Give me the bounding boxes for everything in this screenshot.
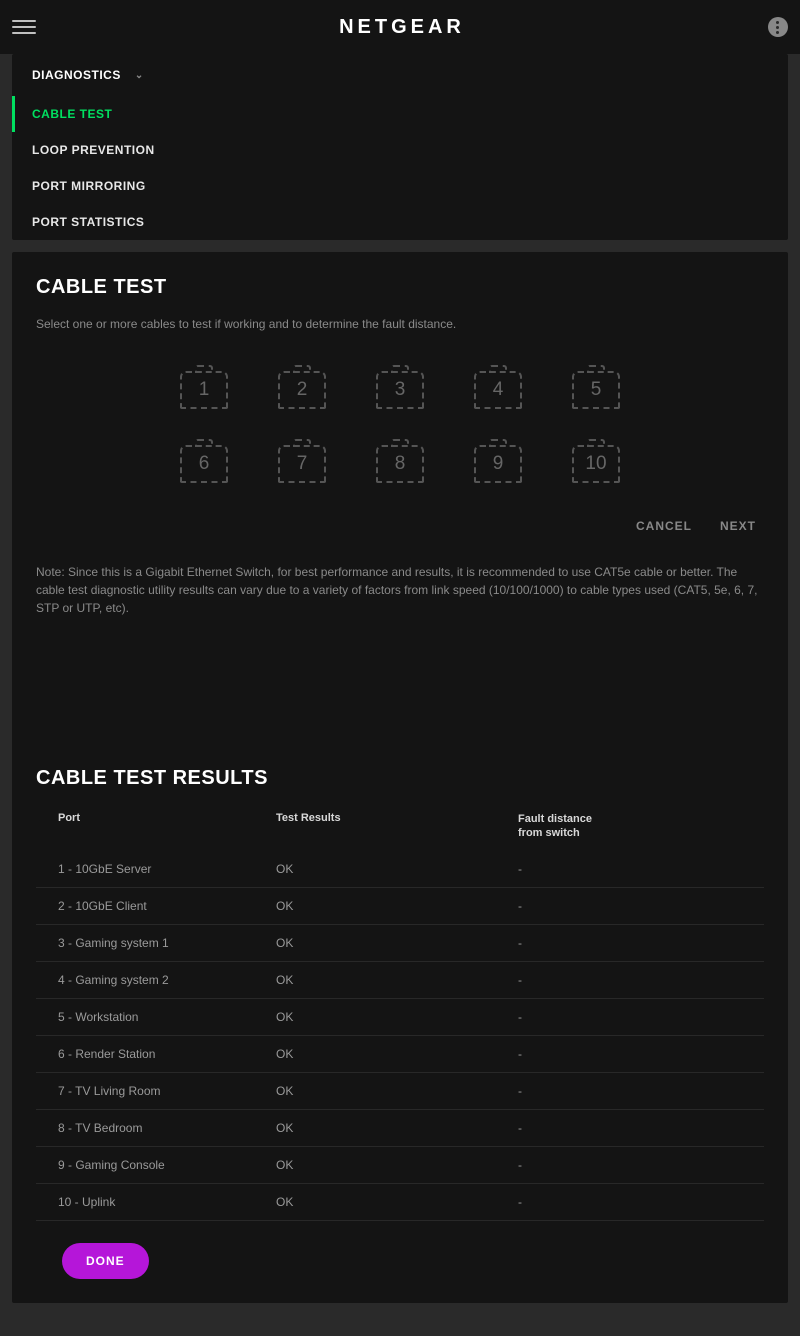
cell-fault: - [518,899,742,913]
table-row: 6 - Render StationOK- [36,1036,764,1073]
cell-port: 7 - TV Living Room [58,1084,276,1098]
port-1[interactable]: 1 [180,371,228,409]
table-row: 1 - 10GbE ServerOK- [36,851,764,888]
cell-result: OK [276,936,518,950]
app-header: NETGEAR [0,0,800,54]
brand-logo: NETGEAR [339,16,465,39]
cell-fault: - [518,862,742,876]
port-5[interactable]: 5 [572,371,620,409]
nav-item-port-statistics[interactable]: PORT STATISTICS [12,204,788,240]
cell-port: 8 - TV Bedroom [58,1121,276,1135]
nav-section-label: DIAGNOSTICS [32,68,121,82]
cell-fault: - [518,1158,742,1172]
cell-port: 6 - Render Station [58,1047,276,1061]
port-8[interactable]: 8 [376,445,424,483]
note-text: Note: Since this is a Gigabit Ethernet S… [36,563,764,617]
cell-fault: - [518,973,742,987]
cell-port: 3 - Gaming system 1 [58,936,276,950]
port-3[interactable]: 3 [376,371,424,409]
cell-port: 10 - Uplink [58,1195,276,1209]
hamburger-icon[interactable] [12,15,36,39]
port-7[interactable]: 7 [278,445,326,483]
table-row: 4 - Gaming system 2OK- [36,962,764,999]
results-table: Port Test Results Fault distance from sw… [36,812,764,1221]
port-9[interactable]: 9 [474,445,522,483]
cell-fault: - [518,1121,742,1135]
cell-fault: - [518,1084,742,1098]
table-row: 9 - Gaming ConsoleOK- [36,1147,764,1184]
cell-result: OK [276,1084,518,1098]
cell-result: OK [276,899,518,913]
nav-menu: DIAGNOSTICS ⌄ CABLE TESTLOOP PREVENTIONP… [12,54,788,240]
next-button[interactable]: NEXT [720,519,756,533]
results-title: CABLE TEST RESULTS [36,767,764,790]
table-row: 3 - Gaming system 1OK- [36,925,764,962]
cell-result: OK [276,862,518,876]
cell-result: OK [276,973,518,987]
cell-fault: - [518,1047,742,1061]
cell-port: 2 - 10GbE Client [58,899,276,913]
cell-result: OK [276,1158,518,1172]
col-header-fault: Fault distance from switch [518,812,742,841]
more-icon[interactable] [768,17,788,37]
action-row: CANCEL NEXT [36,519,764,533]
ports-row-top: 1 2 3 4 5 [180,371,620,409]
cell-port: 9 - Gaming Console [58,1158,276,1172]
table-row: 8 - TV BedroomOK- [36,1110,764,1147]
card-subtitle: Select one or more cables to test if wor… [36,317,764,331]
port-4[interactable]: 4 [474,371,522,409]
table-row: 2 - 10GbE ClientOK- [36,888,764,925]
cell-result: OK [276,1047,518,1061]
table-header: Port Test Results Fault distance from sw… [36,812,764,851]
cell-fault: - [518,1010,742,1024]
cell-port: 1 - 10GbE Server [58,862,276,876]
nav-item-cable-test[interactable]: CABLE TEST [12,96,788,132]
table-row: 7 - TV Living RoomOK- [36,1073,764,1110]
cell-result: OK [276,1195,518,1209]
cancel-button[interactable]: CANCEL [636,519,692,533]
cell-result: OK [276,1121,518,1135]
chevron-down-icon: ⌄ [135,70,144,81]
cell-result: OK [276,1010,518,1024]
cell-port: 4 - Gaming system 2 [58,973,276,987]
port-6[interactable]: 6 [180,445,228,483]
port-10[interactable]: 10 [572,445,620,483]
table-row: 10 - UplinkOK- [36,1184,764,1221]
card-title: CABLE TEST [36,276,764,299]
col-header-result: Test Results [276,812,518,841]
cell-fault: - [518,936,742,950]
cable-test-card: CABLE TEST Select one or more cables to … [12,252,788,1303]
ports-row-bottom: 6 7 8 9 10 [180,445,620,483]
cell-port: 5 - Workstation [58,1010,276,1024]
port-2[interactable]: 2 [278,371,326,409]
ports-grid: 1 2 3 4 5 6 7 8 9 10 [36,371,764,483]
table-row: 5 - WorkstationOK- [36,999,764,1036]
done-button[interactable]: DONE [62,1243,149,1279]
nav-section-diagnostics[interactable]: DIAGNOSTICS ⌄ [12,54,788,96]
nav-item-loop-prevention[interactable]: LOOP PREVENTION [12,132,788,168]
cell-fault: - [518,1195,742,1209]
nav-item-port-mirroring[interactable]: PORT MIRRORING [12,168,788,204]
col-header-port: Port [58,812,276,841]
